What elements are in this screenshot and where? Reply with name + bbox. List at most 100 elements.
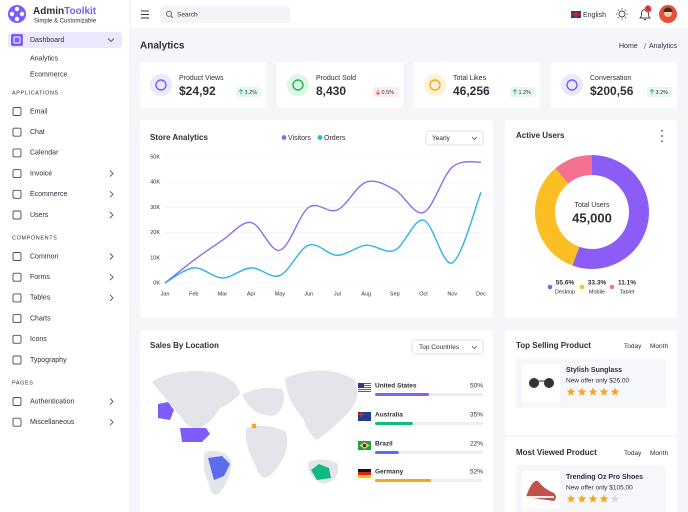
legend-marker: [547, 284, 553, 290]
rating-star: [588, 387, 598, 396]
legend-marker: [281, 135, 287, 140]
x-tick-label: Aug: [361, 291, 371, 297]
search-icon: [165, 10, 173, 17]
brand-name: AdminToolkit: [33, 6, 97, 17]
x-tick-label: Mar: [218, 291, 228, 297]
tab[interactable]: Today: [624, 450, 642, 457]
rating-star: [599, 387, 609, 396]
theme-toggle[interactable]: [618, 10, 626, 18]
y-tick-label: 40K: [150, 180, 160, 186]
legend-label: Tablet: [620, 289, 635, 295]
menu-item[interactable]: Miscellaneous: [30, 419, 75, 426]
map-land: [285, 370, 358, 440]
menu-item[interactable]: Ecommerce: [30, 191, 67, 198]
menu-heading: PAGES: [12, 380, 34, 386]
tab[interactable]: Month: [650, 450, 668, 457]
x-tick-label: May: [275, 291, 286, 297]
flag-canton: [358, 383, 364, 388]
rating-star: [610, 494, 620, 503]
map-region: [158, 402, 174, 420]
menu-chevron: [109, 294, 114, 302]
menu-item[interactable]: Dashboard: [30, 37, 64, 44]
submenu-item[interactable]: Ecommerce: [30, 72, 67, 79]
menu-icon: [12, 417, 22, 427]
menu-icon: [12, 293, 22, 303]
menu-item[interactable]: Authentication: [30, 398, 74, 405]
product-image: [522, 364, 560, 402]
product-lens: [529, 378, 539, 388]
stat-badge: [647, 87, 672, 97]
legend-value: 55.6%: [556, 280, 575, 287]
rating-star: [566, 387, 576, 396]
language[interactable]: English: [583, 12, 606, 19]
flag-stripe: [358, 469, 371, 472]
stat-icon: [292, 79, 304, 91]
search-box[interactable]: [160, 6, 290, 23]
donut-segment: [572, 155, 649, 269]
menu-item[interactable]: Email: [30, 108, 48, 115]
menu-item[interactable]: Icons: [30, 336, 47, 343]
tab[interactable]: Today: [624, 343, 642, 350]
y-tick-label: 0K: [153, 280, 160, 286]
map-land: [152, 371, 240, 429]
map-region: [251, 423, 257, 429]
country-percent: 50%: [470, 383, 483, 390]
stat-change: 0.5%: [382, 90, 395, 96]
stat-change: 1.2%: [519, 90, 532, 96]
map-region: [311, 464, 331, 480]
tab[interactable]: Month: [650, 343, 668, 350]
trend-arrow: [512, 88, 518, 95]
menu-item[interactable]: Forms: [30, 274, 50, 281]
stat-icon: [429, 79, 441, 91]
progress-track: [375, 451, 483, 454]
stat-badge: [236, 87, 261, 97]
menu-chevron: [109, 418, 114, 426]
flag-globe: [362, 443, 367, 448]
rating-star: [599, 494, 609, 503]
card-title: Most Viewed Product: [516, 448, 597, 457]
card: [277, 62, 403, 108]
legend-marker: [579, 284, 585, 290]
stat-icon: [566, 79, 578, 91]
product-lens: [544, 378, 554, 388]
dropdown[interactable]: [411, 339, 484, 355]
menu-item[interactable]: Calendar: [30, 150, 59, 157]
theme-ray: [617, 16, 620, 19]
menu-item[interactable]: Charts: [30, 315, 51, 322]
menu-icon: [12, 355, 22, 365]
flag-stripe: [358, 385, 371, 386]
menu-icon-inner: [13, 36, 21, 44]
y-tick-label: 50K: [150, 154, 160, 160]
legend-value: 11.1%: [618, 280, 636, 287]
country-name: Germany: [375, 469, 404, 476]
country-percent: 22%: [470, 441, 483, 448]
menu-item[interactable]: Chat: [30, 129, 45, 136]
country-percent: 35%: [470, 412, 483, 419]
menu-item[interactable]: Tables: [30, 295, 51, 302]
notification-badge: [644, 5, 652, 13]
map-land: [242, 387, 284, 416]
rating-star: [566, 494, 576, 503]
logo-dot: [14, 16, 20, 22]
menu-icon: [12, 127, 22, 137]
avatar-hair: [663, 7, 673, 12]
menu-item[interactable]: Users: [30, 212, 49, 219]
menu-item[interactable]: Common: [30, 253, 59, 260]
x-tick-label: Nov: [447, 291, 457, 297]
stat-icon: [155, 79, 167, 91]
country-name: Brazil: [375, 441, 393, 448]
breadcrumb[interactable]: Home: [619, 43, 638, 50]
menu-item[interactable]: Invoice: [30, 170, 52, 177]
menu-icon: [12, 314, 22, 324]
sidebar: [0, 0, 130, 512]
submenu-item[interactable]: Analytics: [30, 56, 59, 63]
more-menu: [661, 130, 663, 132]
more-menu: [661, 140, 663, 142]
menu-icon: [12, 148, 22, 158]
menu-item[interactable]: Typography: [30, 357, 67, 364]
product-name: Trending Oz Pro Shoes: [566, 474, 643, 481]
dropdown[interactable]: [425, 130, 484, 146]
chart-title: Store Analytics: [150, 133, 208, 142]
